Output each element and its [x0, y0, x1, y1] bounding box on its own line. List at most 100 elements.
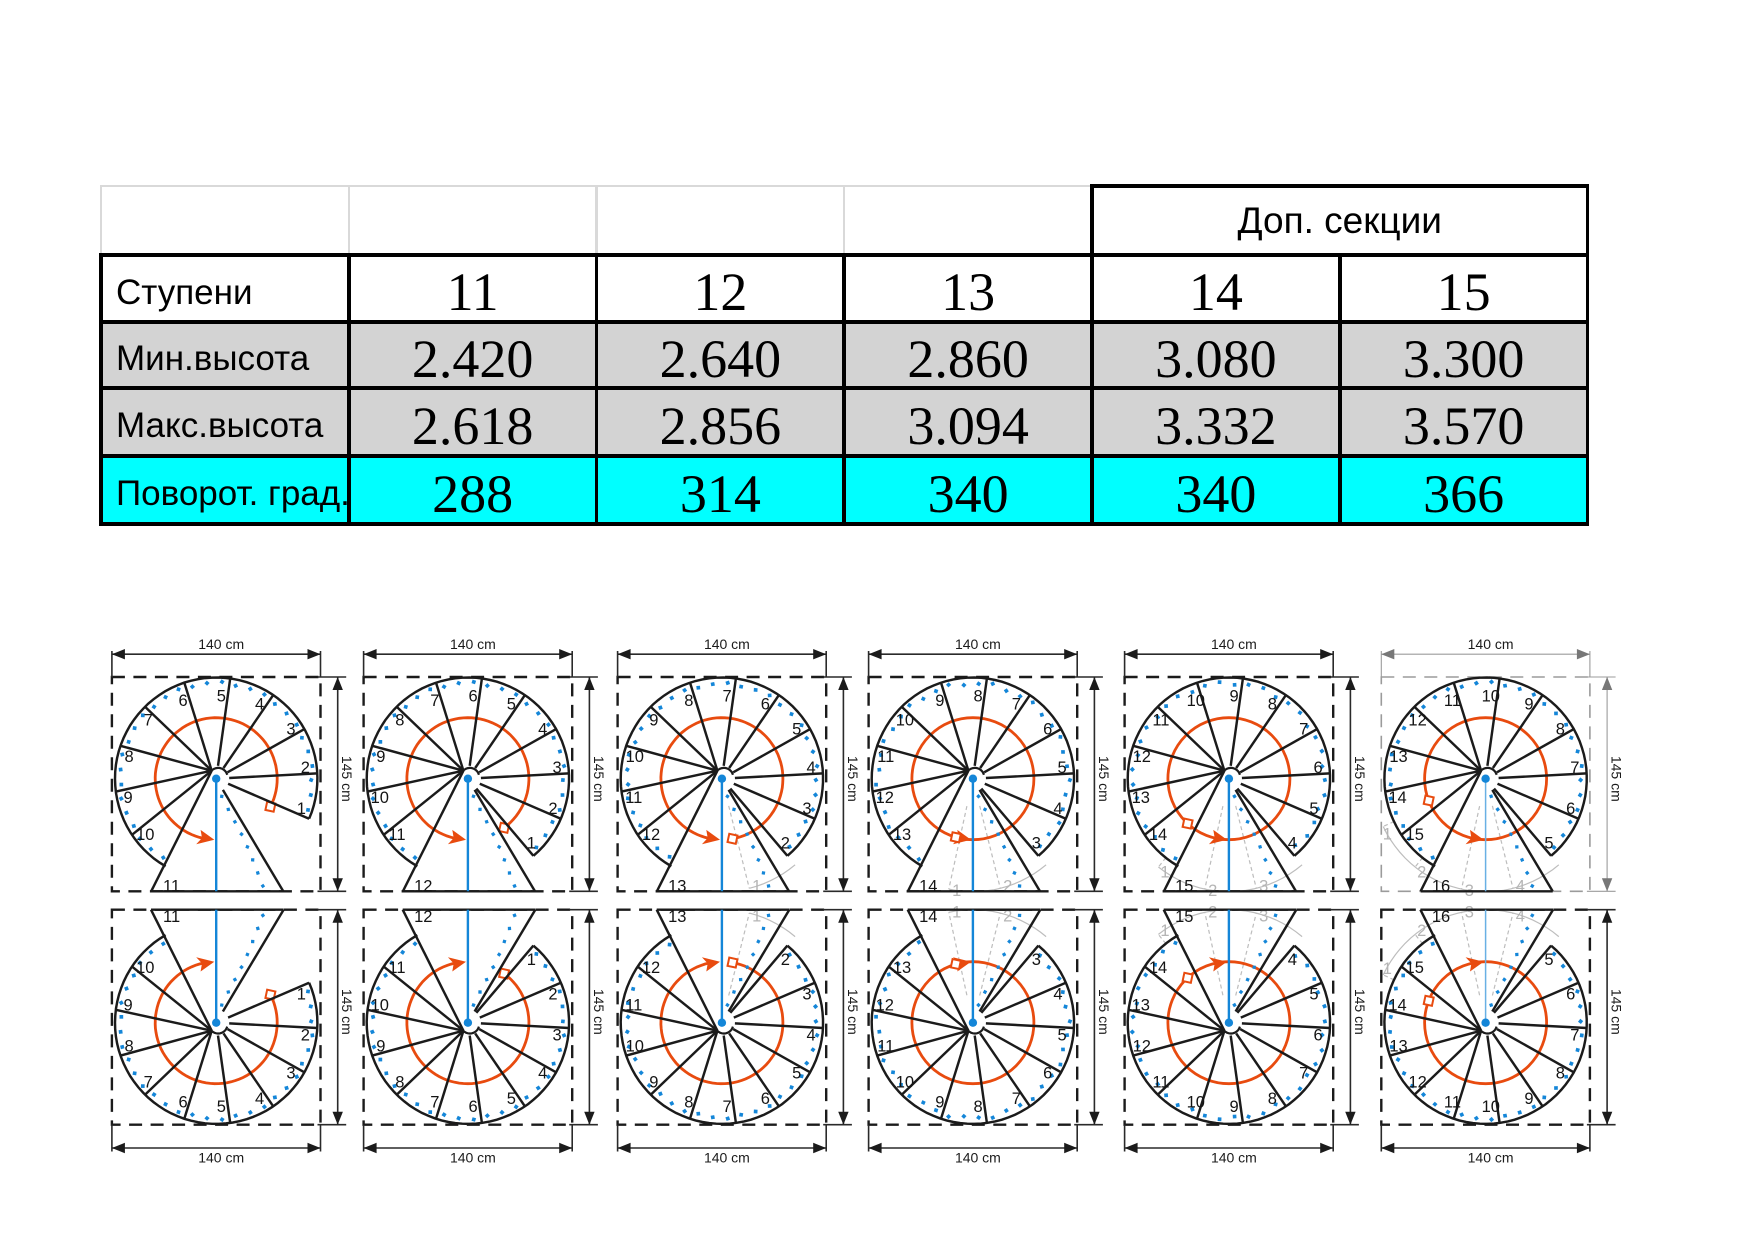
svg-text:4: 4	[538, 721, 547, 739]
svg-text:13: 13	[1389, 748, 1407, 766]
svg-text:4: 4	[1053, 986, 1062, 1004]
svg-text:6: 6	[761, 1090, 770, 1108]
svg-text:7: 7	[144, 1074, 153, 1092]
svg-text:7: 7	[144, 712, 153, 730]
svg-text:10: 10	[896, 712, 914, 730]
svg-text:9: 9	[1230, 1098, 1239, 1116]
svg-text:10: 10	[1482, 687, 1500, 705]
svg-text:4: 4	[1288, 951, 1297, 969]
svg-text:4: 4	[1516, 908, 1525, 926]
svg-text:11: 11	[163, 877, 180, 895]
svg-text:12: 12	[414, 908, 432, 926]
svg-text:5: 5	[1544, 835, 1553, 853]
svg-text:145 cm: 145 cm	[591, 989, 607, 1035]
svg-text:140 cm: 140 cm	[1468, 636, 1514, 652]
svg-text:16: 16	[1432, 908, 1450, 926]
svg-text:140 cm: 140 cm	[955, 1150, 1001, 1166]
svg-text:3: 3	[802, 800, 811, 818]
svg-text:9: 9	[935, 692, 944, 710]
svg-text:7: 7	[723, 687, 732, 705]
svg-text:9: 9	[124, 789, 133, 807]
svg-text:2: 2	[1208, 903, 1217, 921]
svg-text:9: 9	[649, 712, 658, 730]
svg-text:4: 4	[255, 1090, 264, 1108]
svg-text:15: 15	[1175, 877, 1193, 895]
svg-text:12: 12	[1408, 1074, 1426, 1092]
svg-text:7: 7	[430, 1094, 439, 1112]
svg-text:145 cm: 145 cm	[1609, 756, 1625, 802]
svg-text:145 cm: 145 cm	[339, 756, 355, 802]
svg-text:145 cm: 145 cm	[845, 756, 861, 802]
svg-text:1: 1	[752, 908, 761, 926]
svg-text:14: 14	[1388, 789, 1406, 807]
svg-text:2: 2	[548, 986, 557, 1004]
svg-text:8: 8	[1556, 1065, 1565, 1083]
svg-text:2: 2	[781, 951, 790, 969]
svg-text:10: 10	[371, 996, 389, 1014]
svg-text:3: 3	[802, 986, 811, 1004]
svg-text:145 cm: 145 cm	[1096, 756, 1112, 802]
svg-text:3: 3	[1259, 908, 1268, 926]
svg-text:6: 6	[1043, 721, 1052, 739]
svg-text:3: 3	[553, 1026, 562, 1044]
svg-text:12: 12	[642, 959, 660, 977]
svg-text:2: 2	[1417, 922, 1426, 940]
svg-text:10: 10	[1187, 1094, 1205, 1112]
svg-text:11: 11	[625, 789, 642, 807]
svg-text:7: 7	[1299, 1065, 1308, 1083]
svg-text:14: 14	[919, 908, 937, 926]
svg-text:11: 11	[1152, 712, 1169, 730]
svg-text:7: 7	[1012, 1090, 1021, 1108]
svg-text:140 cm: 140 cm	[1468, 1150, 1514, 1166]
svg-text:5: 5	[792, 1065, 801, 1083]
svg-text:8: 8	[395, 1074, 404, 1092]
svg-text:4: 4	[807, 1026, 816, 1044]
svg-text:1: 1	[1160, 922, 1169, 940]
svg-text:2: 2	[301, 759, 310, 777]
svg-text:12: 12	[1133, 748, 1151, 766]
svg-text:9: 9	[935, 1094, 944, 1112]
svg-text:2: 2	[1003, 878, 1012, 896]
svg-text:1: 1	[527, 835, 536, 853]
svg-text:12: 12	[414, 877, 432, 895]
svg-text:3: 3	[1032, 951, 1041, 969]
svg-text:14: 14	[1149, 826, 1167, 844]
svg-text:145 cm: 145 cm	[845, 989, 861, 1035]
svg-text:7: 7	[1012, 695, 1021, 713]
svg-text:5: 5	[507, 1090, 516, 1108]
svg-text:9: 9	[1524, 695, 1533, 713]
svg-text:2: 2	[1003, 908, 1012, 926]
svg-text:14: 14	[919, 877, 937, 895]
svg-text:4: 4	[538, 1065, 547, 1083]
svg-text:3: 3	[286, 721, 295, 739]
svg-text:13: 13	[1132, 996, 1150, 1014]
svg-text:145 cm: 145 cm	[339, 989, 355, 1035]
svg-text:4: 4	[1053, 800, 1062, 818]
svg-text:9: 9	[649, 1074, 658, 1092]
svg-text:4: 4	[1288, 835, 1297, 853]
svg-text:140 cm: 140 cm	[450, 1150, 496, 1166]
svg-text:140 cm: 140 cm	[704, 1150, 750, 1166]
svg-text:12: 12	[642, 826, 660, 844]
svg-text:3: 3	[553, 759, 562, 777]
svg-text:11: 11	[877, 1037, 894, 1055]
svg-text:5: 5	[792, 721, 801, 739]
svg-text:145 cm: 145 cm	[1609, 989, 1625, 1035]
svg-text:9: 9	[376, 1037, 385, 1055]
svg-text:13: 13	[893, 826, 911, 844]
svg-text:5: 5	[1058, 1026, 1067, 1044]
svg-text:10: 10	[896, 1074, 914, 1092]
svg-text:9: 9	[124, 996, 133, 1014]
svg-text:145 cm: 145 cm	[591, 756, 607, 802]
svg-text:1: 1	[527, 951, 536, 969]
svg-text:11: 11	[1444, 1094, 1461, 1112]
svg-text:11: 11	[1444, 692, 1461, 710]
svg-text:140 cm: 140 cm	[1211, 636, 1257, 652]
svg-text:2: 2	[1417, 863, 1426, 881]
svg-text:8: 8	[1268, 695, 1277, 713]
svg-text:7: 7	[430, 692, 439, 710]
svg-text:11: 11	[877, 748, 894, 766]
svg-text:10: 10	[626, 1037, 644, 1055]
svg-text:8: 8	[1268, 1090, 1277, 1108]
svg-text:5: 5	[217, 687, 226, 705]
